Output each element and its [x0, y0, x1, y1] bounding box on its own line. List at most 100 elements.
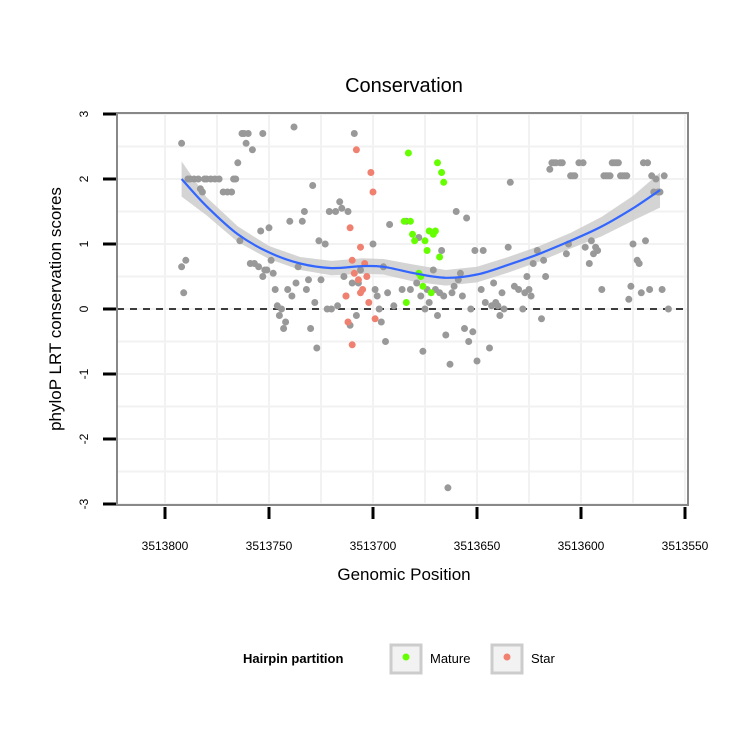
point-other: [644, 159, 652, 167]
point-other: [398, 286, 406, 293]
point-other: [198, 188, 206, 196]
point-other: [338, 204, 346, 212]
point-other: [344, 208, 352, 215]
point-other: [334, 302, 342, 310]
point-other: [448, 289, 456, 297]
point-other: [533, 247, 541, 254]
point-other: [350, 130, 358, 137]
point-other: [652, 175, 660, 183]
point-other: [375, 305, 383, 313]
point-star: [348, 341, 356, 349]
point-other: [257, 227, 265, 235]
point-other: [504, 243, 512, 251]
x-tick-label: 3513600: [558, 539, 605, 553]
point-other: [623, 172, 631, 180]
point-other: [317, 276, 325, 284]
point-other: [538, 315, 545, 323]
legend-title: Hairpin partition: [243, 651, 343, 666]
point-other: [637, 289, 645, 297]
point-other: [473, 357, 481, 365]
point-other: [477, 286, 485, 293]
legend: Hairpin partition Mature Star: [243, 643, 556, 675]
point-other: [479, 247, 487, 254]
legend-marker-mature: [402, 653, 410, 661]
point-other: [587, 237, 595, 245]
point-mature: [406, 217, 414, 225]
point-other: [298, 217, 306, 225]
x-tick-label: 3513550: [662, 539, 709, 553]
point-other: [269, 269, 277, 277]
y-tick-label: 2: [77, 175, 91, 182]
point-other: [300, 208, 308, 215]
point-other: [255, 263, 263, 271]
point-other: [500, 305, 508, 313]
point-mature: [404, 149, 412, 157]
point-other: [390, 302, 398, 310]
point-other: [452, 208, 460, 215]
point-other: [242, 139, 250, 147]
point-other: [465, 338, 473, 345]
point-other: [581, 243, 589, 251]
grid-lines: [117, 113, 688, 505]
point-other: [494, 302, 502, 310]
legend-label-mature: Mature: [430, 651, 470, 666]
point-other: [244, 130, 252, 137]
point-mature: [427, 289, 435, 297]
point-other: [646, 286, 654, 293]
point-other: [321, 240, 329, 248]
point-other: [440, 292, 448, 300]
point-mature: [440, 178, 448, 186]
point-other: [215, 175, 223, 183]
legend-key-star: [490, 643, 524, 675]
y-axis: 3 2 1 0 -1 -2 -3: [77, 110, 116, 509]
x-tick-label: 3513700: [350, 539, 397, 553]
point-other: [469, 328, 477, 336]
point-other: [481, 299, 489, 306]
point-other: [658, 286, 666, 293]
point-other: [263, 266, 271, 274]
point-other: [271, 286, 279, 293]
point-mature: [434, 159, 441, 167]
point-other: [438, 247, 446, 254]
point-mature: [431, 227, 439, 235]
point-other: [496, 312, 504, 319]
point-other: [180, 289, 188, 297]
point-mature: [421, 237, 429, 245]
point-star: [363, 273, 371, 280]
point-other: [467, 305, 475, 313]
point-other: [523, 273, 531, 280]
x-tick-label: 3513800: [142, 539, 189, 553]
point-other: [417, 292, 425, 300]
point-star: [346, 224, 354, 232]
point-other: [562, 250, 570, 258]
point-other: [660, 172, 668, 180]
legend-marker-star: [503, 653, 511, 661]
point-other: [629, 240, 637, 248]
point-other: [340, 273, 348, 280]
point-other: [413, 279, 421, 287]
point-other: [288, 292, 296, 300]
point-other: [325, 208, 333, 215]
point-other: [259, 273, 267, 280]
point-other: [275, 312, 283, 319]
point-mature: [411, 237, 419, 245]
point-other: [529, 260, 537, 267]
point-other: [540, 256, 548, 264]
point-star: [367, 169, 375, 176]
y-tick-label: 1: [77, 240, 91, 247]
point-star: [348, 256, 356, 264]
point-other: [373, 292, 381, 300]
point-other: [307, 325, 315, 332]
point-other: [278, 305, 285, 313]
point-star: [342, 292, 350, 300]
point-other: [461, 325, 468, 332]
point-other: [594, 247, 602, 254]
point-mature: [400, 217, 408, 225]
point-other: [236, 237, 244, 245]
point-other: [377, 318, 385, 326]
x-tick-label: 3513650: [454, 539, 501, 553]
point-other: [386, 221, 394, 228]
point-star: [344, 318, 352, 326]
point-other: [527, 292, 535, 300]
point-other: [434, 312, 441, 319]
